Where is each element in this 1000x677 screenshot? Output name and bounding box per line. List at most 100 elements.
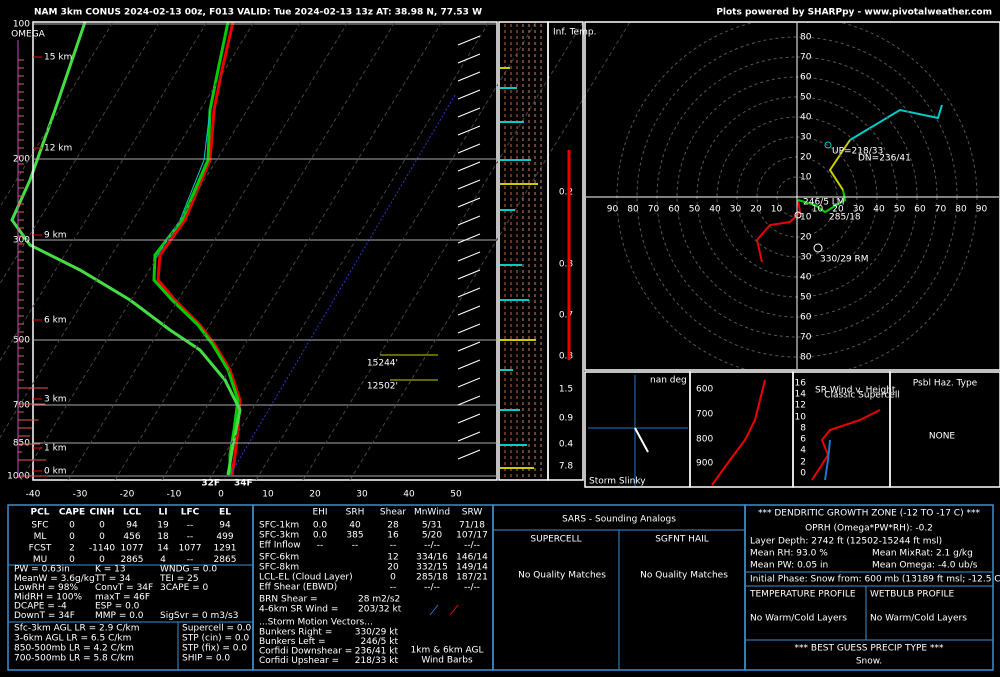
index: MMP = 0.0 (95, 611, 144, 621)
brn-value: 28 m2/s2 (358, 595, 400, 605)
inferred-temp-label: 0.7 (559, 311, 573, 321)
hodo-ring-label: 80 (800, 33, 812, 43)
parcel-cell: -- (187, 521, 194, 531)
dewpoint-trace (152, 21, 240, 475)
slinky-vector (634, 427, 649, 453)
dgz-panel (744, 504, 994, 671)
hazard-title: Psbl Haz. Type (913, 379, 978, 389)
parcel-header: CAPE (59, 508, 85, 518)
hodo-ring-label: 50 (800, 293, 812, 303)
parcel-cell: 0 (69, 532, 75, 542)
kin-cell: --/-- (464, 583, 480, 593)
dgz-oprh: OPRH (Omega*PW*RH): -0.2 (805, 524, 933, 534)
wind-barb (457, 35, 481, 46)
hodo-ring-label: 80 (800, 353, 812, 363)
hodo-ring-label: 30 (800, 133, 812, 143)
kin-row-label: SFC-6km (259, 553, 299, 563)
severe-param: Supercell = 0.0 (182, 624, 252, 634)
hodograph-frame (584, 21, 1000, 371)
parcel-cell: 0 (99, 532, 105, 542)
inferred-temp-label: 0.9 (559, 414, 574, 424)
kin-cell: --/-- (464, 541, 480, 551)
hodo-lm: 246/5 LM (803, 198, 845, 208)
hodo-ring-label: 20 (832, 205, 844, 215)
index: TEI = 25 (159, 574, 199, 584)
motion-label: Corfidi Upshear = (259, 656, 339, 666)
sr-height-label: 4 (800, 446, 806, 456)
hodo-ring-label: 10 (771, 205, 783, 215)
barb-note: Wind Barbs (421, 656, 473, 666)
severe-param: SHIP = 0.0 (182, 654, 230, 664)
parcel-header: LCL (123, 508, 141, 518)
index: SigSvr = 0 m3/s3 (160, 611, 238, 621)
parcel-cell: 94 (126, 521, 138, 531)
motion-value: 330/29 kt (355, 628, 399, 638)
hodo-rm: 330/29 RM (820, 255, 869, 265)
hodo-ring-label: 70 (800, 333, 812, 343)
hodo-ring-label: 70 (648, 205, 660, 215)
wind-barb (457, 269, 481, 280)
wind-barb (457, 53, 481, 64)
kin-cell: 385 (346, 531, 363, 541)
hodo-ring-label: 90 (607, 205, 619, 215)
isotherm (208, 21, 490, 481)
parcel-cell: 2 (69, 544, 75, 554)
kin-cell: 332/15 (416, 563, 448, 573)
height-label: 3 km (44, 395, 67, 405)
sfc-temp: 34F (234, 479, 253, 489)
temp-label: -30 (73, 490, 88, 500)
isotherm (67, 21, 349, 481)
up-marker (824, 141, 832, 149)
wind-barb (457, 377, 481, 388)
hodo-ring-label: 10 (800, 173, 812, 183)
wind-barb (457, 179, 481, 190)
kin-row-label: SFC-8km (259, 563, 299, 573)
pressure-label: 200 (13, 155, 30, 165)
hodo-cloud: 285/18 (829, 213, 861, 223)
kin-cell: 0.0 (313, 521, 328, 531)
barb (429, 604, 439, 616)
kin-cell: 149/14 (456, 563, 488, 573)
severe-param: STP (fix) = 0.0 (182, 644, 247, 654)
wind-barb (457, 323, 481, 334)
temp-result: No Warm/Cold Layers (750, 614, 847, 624)
kin-header: MnWind (414, 508, 450, 518)
parcel-cell: 2865 (214, 555, 237, 565)
kin-cell: 28 (387, 521, 399, 531)
hodo-ring-label: 30 (800, 253, 812, 263)
hodo-9-12km (849, 104, 943, 141)
kin-cell: --/-- (424, 583, 440, 593)
precip-title: *** BEST GUESS PRECIP TYPE *** (795, 644, 944, 654)
index: LowRH = 98% (14, 583, 78, 593)
dgz-rh: Mean RH: 93.0 % (750, 549, 828, 559)
parcel-header: LI (158, 508, 167, 518)
height-label: 0 km (44, 467, 67, 477)
wind-barb (457, 197, 481, 208)
sars-supercell: SUPERCELL (530, 535, 581, 545)
sr-height-label: 16 (795, 379, 807, 389)
sr-height-label: 6 (800, 435, 806, 445)
index: PW = 0.63in (14, 565, 70, 575)
parcel-header: LFC (181, 508, 200, 518)
motion-title: ...Storm Motion Vectors... (259, 618, 373, 628)
kin-cell: 40 (349, 521, 361, 531)
rm-marker (813, 243, 823, 253)
wind-barb (457, 359, 481, 370)
kin-cell: 285/18 (416, 573, 448, 583)
header-title: NAM 3km CONUS 2024-02-13 00z, F013 VALID… (34, 8, 482, 18)
wind-barb (457, 251, 481, 262)
kin-cell: 5/31 (422, 521, 442, 531)
sr-height-label: 10 (795, 413, 807, 423)
hodo-ring-label: 40 (800, 273, 812, 283)
parcel-header: CINH (89, 508, 114, 518)
dgz-pw: Mean PW: 0.05 in (750, 561, 828, 571)
profile-pressure-label: 900 (696, 459, 713, 469)
height-label: 15 km (44, 53, 72, 63)
hodo-ring-label: 30 (730, 205, 742, 215)
index: 3CAPE = 0 (160, 583, 209, 593)
temp-label: 0 (218, 490, 224, 500)
hodo-ring-label: 60 (800, 73, 812, 83)
dgz-top: 15244' (367, 359, 398, 369)
inferred-temp-label: 7.8 (559, 462, 574, 472)
index: TT = 34 (94, 574, 131, 584)
